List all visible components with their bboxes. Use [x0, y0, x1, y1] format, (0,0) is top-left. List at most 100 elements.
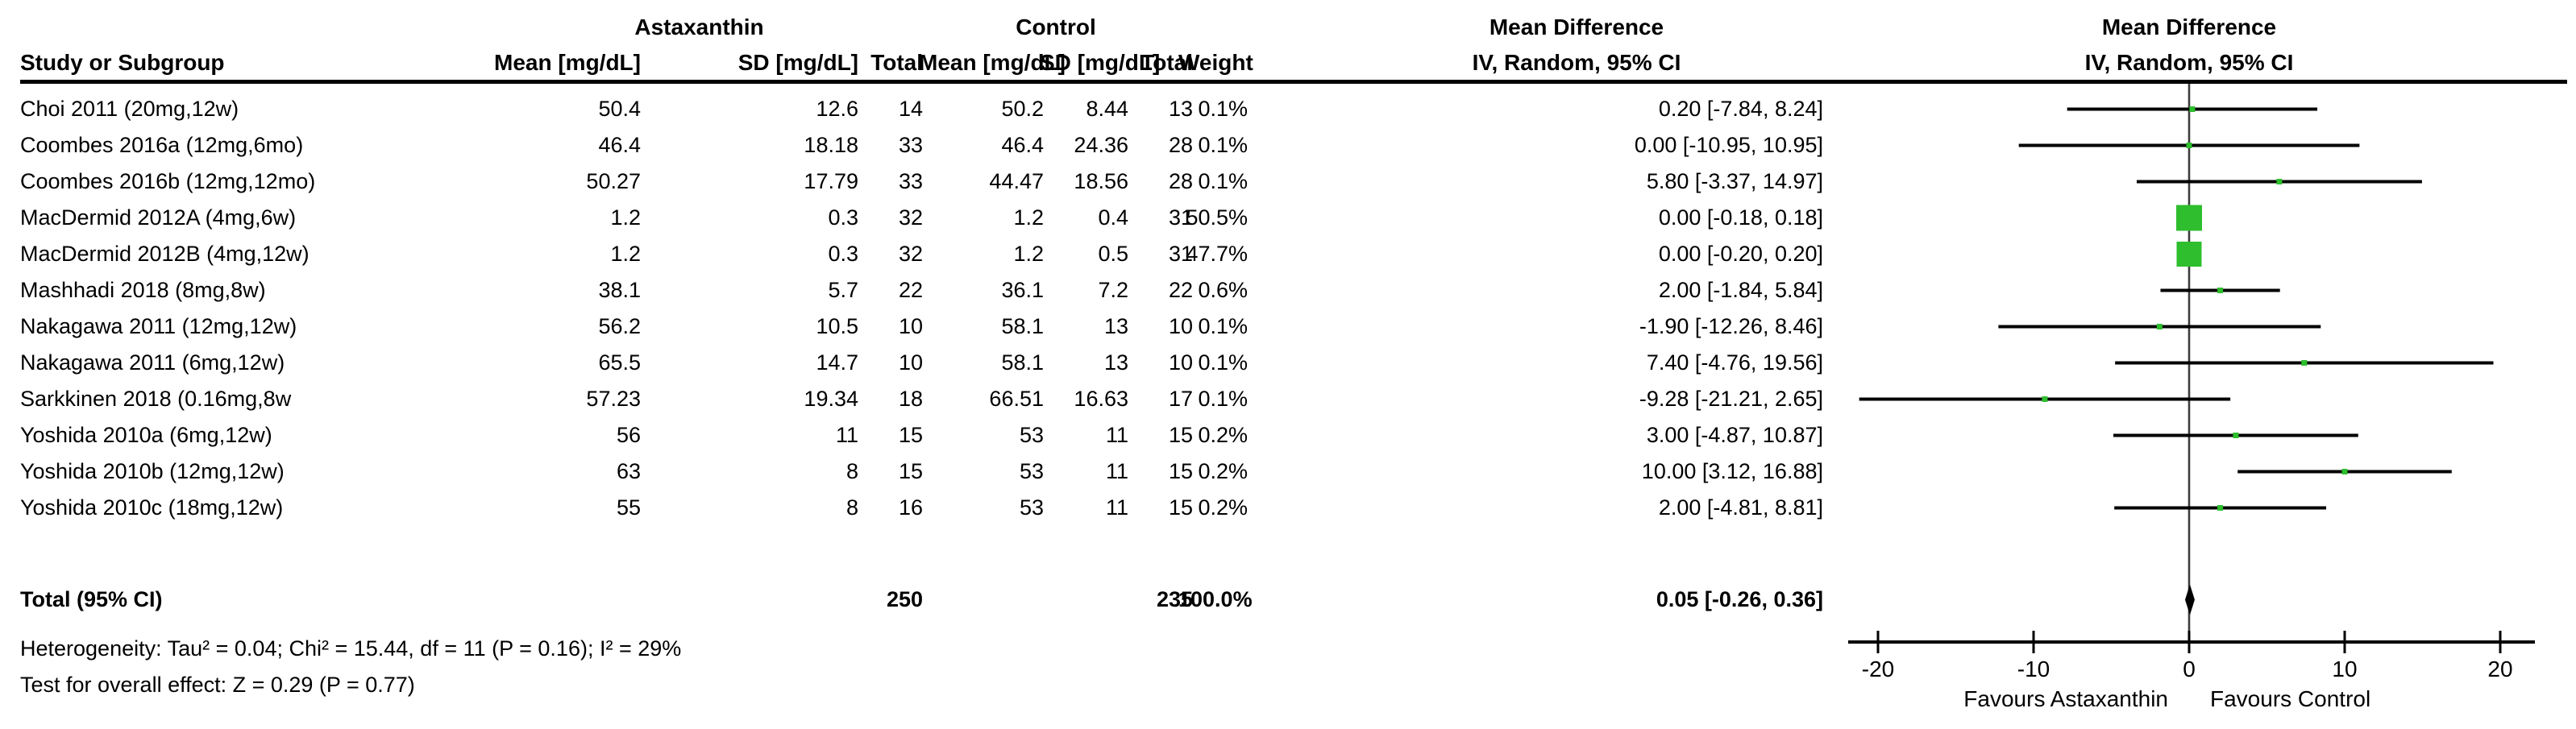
sd-treatment: 0.3	[828, 242, 858, 266]
n-control: 15	[1168, 423, 1193, 447]
axis-tick	[2188, 631, 2191, 653]
column-header-weight: Weight	[1178, 50, 1253, 75]
effect-ci: 0.00 [-10.95, 10.95]	[1634, 133, 1823, 157]
study-name: Coombes 2016a (12mg,6mo)	[20, 133, 304, 157]
sd-treatment: 10.5	[816, 314, 858, 338]
mean-control: 58.1	[1001, 350, 1044, 375]
sd-control: 13	[1103, 314, 1128, 338]
x-axis	[1848, 640, 2535, 644]
sd-control: 8.44	[1086, 97, 1128, 121]
sd-treatment: 5.7	[828, 278, 858, 302]
effect-ci: -9.28 [-21.21, 2.65]	[1639, 387, 1823, 411]
n-control: 31	[1168, 205, 1193, 230]
column-header-total-control: Total	[1141, 50, 1193, 75]
effect-ci: 5.80 [-3.37, 14.97]	[1646, 169, 1823, 193]
effect-square	[2341, 469, 2348, 474]
sd-control: 0.4	[1098, 205, 1128, 230]
weight: 0.2%	[1198, 459, 1248, 483]
effect-square	[2301, 360, 2308, 366]
effect-square	[2217, 288, 2224, 293]
mean-control: 46.4	[1001, 133, 1044, 157]
effect-ci: 2.00 [-4.81, 8.81]	[1658, 495, 1823, 520]
column-header-sd-treatment: SD [mg/dL]	[737, 50, 858, 75]
study-name: Nakagawa 2011 (6mg,12w)	[20, 350, 285, 375]
effect-square	[2217, 505, 2224, 511]
total-ci: 0.05 [-0.26, 0.36]	[1656, 587, 1823, 611]
sd-treatment: 8	[846, 459, 858, 483]
effect-ci: 3.00 [-4.87, 10.87]	[1646, 423, 1823, 447]
axis-tick-label: 10	[2332, 657, 2357, 681]
axis-tick	[2032, 631, 2035, 653]
mean-treatment: 50.4	[598, 97, 641, 121]
study-row: MacDermid 2012A (4mg,6w) 1.2 0.3 32 1.2 0.4 31…	[0, 200, 2576, 236]
mean-treatment: 1.2	[610, 205, 641, 230]
group-header-control: Control	[1016, 14, 1096, 39]
weight: 0.1%	[1198, 133, 1248, 157]
n-treatment: 14	[898, 97, 923, 121]
effect-square	[2186, 143, 2192, 148]
mean-treatment: 46.4	[598, 133, 641, 157]
study-name: MacDermid 2012B (4mg,12w)	[20, 242, 310, 266]
effect-ci: 2.00 [-1.84, 5.84]	[1658, 278, 1823, 302]
mean-control: 44.47	[989, 169, 1044, 193]
n-treatment: 10	[898, 350, 923, 375]
sd-control: 13	[1103, 350, 1128, 375]
sd-treatment: 8	[846, 495, 858, 520]
plot-column-title: Mean Difference	[2101, 14, 2277, 39]
n-control: 31	[1168, 242, 1193, 266]
effect-ci: 0.00 [-0.20, 0.20]	[1658, 242, 1823, 266]
study-row: Sarkkinen 2018 (0.16mg,8w 57.23 19.34 18 66.…	[0, 381, 2576, 417]
favours-right-label: Favours Control	[2210, 686, 2370, 711]
axis-tick	[1876, 631, 1880, 653]
sd-control: 11	[1105, 459, 1128, 483]
mean-treatment: 65.5	[598, 350, 641, 375]
mean-treatment: 56	[616, 423, 641, 447]
n-treatment: 33	[898, 133, 923, 157]
total-label: Total (95% CI)	[20, 587, 163, 611]
weight: 0.6%	[1198, 278, 1248, 302]
sd-treatment: 19.34	[804, 387, 858, 411]
n-treatment: 22	[898, 278, 923, 302]
axis-tick	[2499, 631, 2502, 653]
mean-treatment: 50.27	[586, 169, 641, 193]
column-header-plot-ci: IV, Random, 95% CI	[2084, 50, 2294, 75]
weight: 0.2%	[1198, 495, 1248, 520]
sd-control: 11	[1105, 423, 1128, 447]
n-treatment: 32	[898, 242, 923, 266]
weight: 0.2%	[1198, 423, 1248, 447]
sd-control: 7.2	[1098, 278, 1128, 302]
n-control: 28	[1168, 133, 1193, 157]
axis-tick-label: 20	[2487, 657, 2512, 681]
column-header-mean-treatment: Mean [mg/dL]	[494, 50, 641, 75]
weight: 50.5%	[1186, 205, 1248, 230]
mean-control: 53	[1019, 459, 1044, 483]
n-control: 28	[1168, 169, 1193, 193]
study-row: Choi 2011 (20mg,12w) 50.4 12.6 14 50.2 8.44 13…	[0, 91, 2576, 127]
n-treatment: 33	[898, 169, 923, 193]
study-row: Coombes 2016b (12mg,12mo) 50.27 17.79 33 44.…	[0, 164, 2576, 200]
mean-control: 36.1	[1001, 278, 1044, 302]
column-header-mean-control: Mean [mg/dL]	[919, 50, 1066, 75]
n-control: 15	[1168, 459, 1193, 483]
study-row: Nakagawa 2011 (12mg,12w) 56.2 10.5 10 58.1 13…	[0, 309, 2576, 345]
weight: 0.1%	[1198, 97, 1248, 121]
summary-diamond	[2184, 584, 2195, 615]
sd-treatment: 0.3	[828, 205, 858, 230]
sd-control: 16.63	[1074, 387, 1128, 411]
effect-ci: 10.00 [3.12, 16.88]	[1641, 459, 1823, 483]
axis-tick-label: -20	[1862, 657, 1894, 681]
study-row: Nakagawa 2011 (6mg,12w) 65.5 14.7 10 58.1 13 1…	[0, 345, 2576, 381]
study-row: Yoshida 2010a (6mg,12w) 56 11 15 53 11 15 0.2% 3…	[0, 417, 2576, 454]
weight: 47.7%	[1186, 242, 1248, 266]
axis-tick-label: -10	[2017, 657, 2050, 681]
total-row: Total (95% CI) 250 235 100.0% 0.05 [-0.2…	[0, 582, 2576, 618]
n-treatment: 10	[898, 314, 923, 338]
n-control: 10	[1168, 350, 1193, 375]
overall-effect-note: Test for overall effect: Z = 0.29 (P = 0…	[20, 673, 415, 697]
n-control: 15	[1168, 495, 1193, 520]
header-divider	[20, 80, 2567, 84]
study-name: Mashhadi 2018 (8mg,8w)	[20, 278, 266, 302]
effect-column-title: Mean Difference	[1489, 14, 1664, 39]
effect-square	[2042, 396, 2048, 402]
n-control: 13	[1168, 97, 1193, 121]
